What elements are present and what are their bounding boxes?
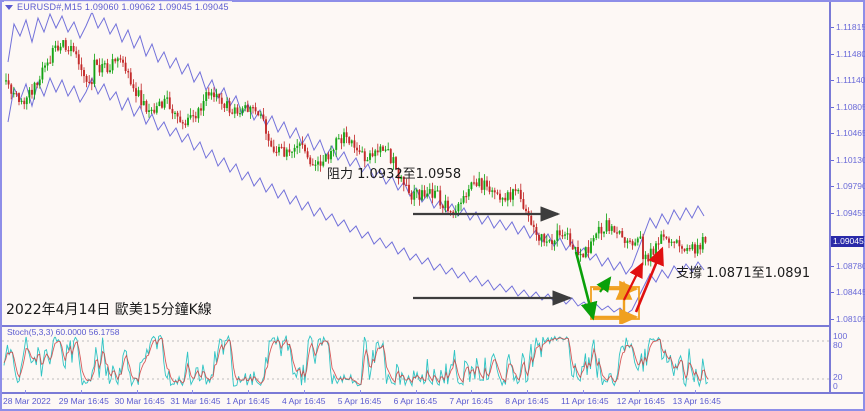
time-tick-label: 30 Mar 16:45 xyxy=(114,396,165,406)
price-tick: 1.11140 xyxy=(831,75,865,85)
caret-down-icon[interactable] xyxy=(5,4,13,10)
price-axis[interactable]: 1.11815 1.11480 1.11140 1.10805 1.10465 1.101… xyxy=(831,0,865,392)
consolidation-box xyxy=(590,286,640,320)
time-tick-label: 8 Apr 16:45 xyxy=(505,396,549,406)
time-tick-label: 29 Mar 16:45 xyxy=(58,396,109,406)
green-down-arrow xyxy=(574,251,598,321)
price-tick: 1.11480 xyxy=(831,49,865,59)
time-tick-mark xyxy=(136,390,138,394)
symbol-quote-text: EURUSD#,M15 1.09060 1.09062 1.09045 1.09… xyxy=(17,2,229,12)
green-up-arrow-small xyxy=(596,276,612,293)
tick-mark-icon xyxy=(831,292,834,294)
time-axis[interactable]: 28 Mar 2022 29 Mar 16:45 30 Mar 16:45 31 Ma… xyxy=(0,390,829,411)
tick-mark-icon xyxy=(831,27,834,29)
time-tick-mark xyxy=(694,390,696,394)
price-tick: 1.09790 xyxy=(831,181,865,191)
price-chart-pane[interactable] xyxy=(2,2,829,324)
tick-mark-icon xyxy=(831,186,834,188)
time-tick-label: 12 Apr 16:45 xyxy=(616,396,666,406)
current-price-tag: 1.09045 xyxy=(831,236,864,247)
symbol-bar[interactable]: EURUSD#,M15 1.09060 1.09062 1.09045 1.09… xyxy=(4,1,232,13)
price-tick-label: 1.08780 xyxy=(836,260,865,271)
candlestick-series xyxy=(5,37,707,267)
tick-mark-icon xyxy=(831,159,834,161)
price-tick: 1.09455 xyxy=(831,208,865,218)
time-axis-divider xyxy=(2,392,863,394)
tick-mark-icon xyxy=(831,318,834,320)
stochastic-svg xyxy=(2,334,829,388)
time-tick-label: 28 Mar 2022 xyxy=(3,396,51,406)
time-tick-mark xyxy=(527,390,529,394)
time-tick-label: 31 Mar 16:45 xyxy=(170,396,221,406)
indicator-tick-label: 0 xyxy=(833,381,838,391)
price-tick: 1.11815 xyxy=(831,22,865,32)
tick-mark-icon xyxy=(831,212,834,214)
price-tick: 1.10805 xyxy=(831,102,865,112)
tick-mark-icon xyxy=(831,133,834,135)
price-tick: 1.10130 xyxy=(831,155,865,165)
price-tick-label: 1.11140 xyxy=(836,75,865,85)
time-tick-label: 4 Apr 16:45 xyxy=(282,396,326,406)
tick-mark-icon xyxy=(831,265,834,267)
stochastic-k-line xyxy=(3,334,709,388)
price-tick-label: 1.11815 xyxy=(836,22,865,32)
indicator-label: Stoch(5,3,3) 60.0000 56.1758 xyxy=(5,327,122,337)
price-tick-label: 1.10465 xyxy=(836,128,865,138)
indicator-tick-label: 20 xyxy=(833,372,843,382)
time-tick-mark xyxy=(304,390,305,394)
price-tick-label: 1.11480 xyxy=(836,48,865,59)
price-tick-label: 1.09455 xyxy=(836,207,865,218)
price-tick: 1.10465 xyxy=(831,128,865,138)
red-breakout-arrow xyxy=(634,246,664,313)
time-tick-mark xyxy=(248,390,250,394)
time-tick-mark xyxy=(415,390,417,394)
price-tick-label: 1.10805 xyxy=(836,101,865,112)
time-tick-label: 13 Apr 16:45 xyxy=(672,396,721,406)
time-tick-mark xyxy=(638,390,640,394)
time-tick-mark xyxy=(359,390,361,394)
price-tick-label: 1.09790 xyxy=(836,181,865,191)
tick-mark-icon xyxy=(831,106,834,108)
price-tick-label: 1.10130 xyxy=(836,154,865,165)
price-tick-label: 1.08445 xyxy=(836,287,865,297)
stochastic-pane[interactable] xyxy=(2,328,829,392)
time-tick-mark xyxy=(192,390,194,394)
chart-caption: 2022年4月14日 歐美15分鐘K線 xyxy=(6,302,212,318)
stochastic-d-line xyxy=(3,337,709,385)
time-tick-label: 11 Apr 16:45 xyxy=(561,396,609,406)
pane-divider xyxy=(2,325,829,327)
time-tick-label: 1 Apr 16:45 xyxy=(226,396,270,406)
support-annotation: 支撐 1.0871至1.0891 xyxy=(676,266,811,281)
price-tick: 1.08105 xyxy=(831,314,865,324)
tick-mark-icon xyxy=(831,80,834,82)
resistance-annotation: 阻力 1.0932至1.0958 xyxy=(327,167,462,182)
time-tick-label: 6 Apr 16:45 xyxy=(393,396,438,406)
time-tick-mark xyxy=(25,390,26,394)
price-tick: 1.08780 xyxy=(831,261,865,271)
time-tick-mark xyxy=(80,390,82,394)
indicator-tick-label: 100 xyxy=(833,331,848,341)
time-tick-label: 5 Apr 16:45 xyxy=(337,396,382,406)
indicator-tick-label: 80 xyxy=(833,340,843,350)
time-tick-label: 7 Apr 16:45 xyxy=(449,396,493,406)
time-tick-mark xyxy=(583,390,584,394)
axis-divider xyxy=(829,2,831,392)
tick-mark-icon xyxy=(831,53,834,55)
time-tick-mark xyxy=(471,390,473,394)
price-tick-label: 1.08105 xyxy=(836,313,865,324)
price-tick: 1.08445 xyxy=(831,287,865,297)
price-series-svg xyxy=(5,10,707,324)
red-breakout-arrow-inner xyxy=(623,262,643,301)
